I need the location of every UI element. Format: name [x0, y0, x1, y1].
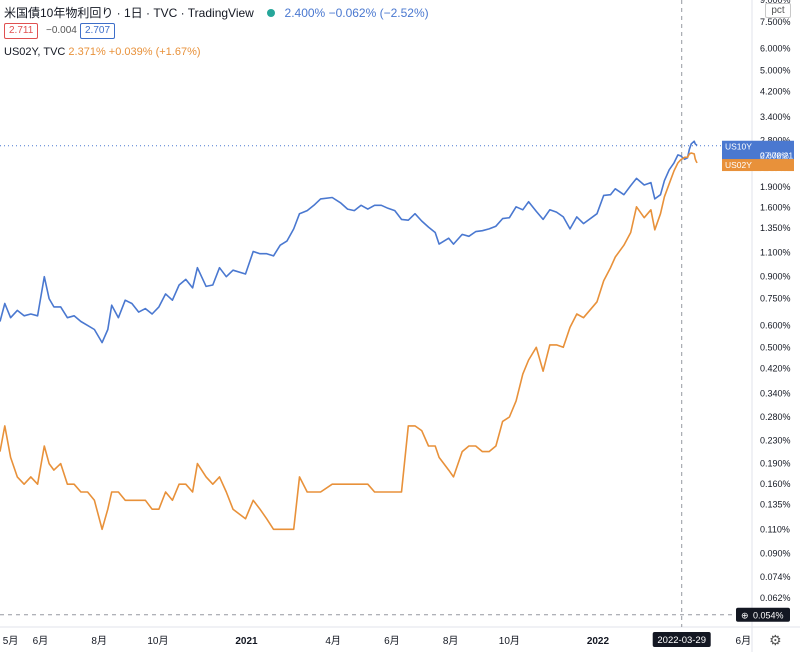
y-tick-label: 0.420% [760, 363, 791, 373]
x-tick-label: 8月 [443, 635, 459, 647]
y-tick-label: 0.110% [760, 524, 790, 534]
bid-box[interactable]: 2.711 [4, 23, 39, 39]
x-tick-label: 8月 [91, 635, 107, 647]
y-tick-label: 0.062% [760, 593, 791, 603]
ask-box[interactable]: 2.707 [80, 23, 116, 39]
y-tick-label: 4.200% [760, 87, 791, 97]
x-tick-label: 6月 [33, 635, 49, 647]
y-tick-label: 9.000% [760, 0, 791, 5]
series-line-us02y [0, 152, 698, 531]
x-tick-label: 6月 [736, 635, 752, 647]
x-tick-label: 6月 [384, 635, 400, 647]
y-tick-label: 0.280% [760, 412, 791, 422]
spread-value: −0.004 [46, 25, 77, 36]
crosshair-price-label: 0.054% [753, 610, 784, 620]
y-tick-label: 3.400% [760, 112, 791, 122]
crosshair-date-bg [652, 632, 711, 647]
x-tick-label: 5月 [3, 635, 19, 647]
y-tick-label: 0.900% [760, 272, 791, 282]
us02y-tag-bg [722, 159, 794, 172]
x-tick-label: 10月 [499, 635, 520, 647]
us10y-tag-text: US10Y [725, 142, 752, 152]
y-tick-label: 0.090% [760, 548, 791, 558]
us02y-tag-text: US02Y [725, 160, 752, 170]
x-tick-label: 4月 [325, 635, 341, 647]
y-tick-label: 0.074% [760, 572, 791, 582]
y-tick-label: 6.000% [760, 44, 791, 54]
y-tick-label: 1.100% [760, 248, 791, 258]
y-tick-label: 0.230% [760, 436, 791, 446]
y-tick-label: 0.500% [760, 342, 791, 352]
market-status-icon [267, 9, 276, 17]
y-tick-label: 1.350% [760, 223, 791, 233]
y-tick-label: 1.600% [760, 203, 791, 213]
y-tick-label: 7.500% [760, 17, 791, 27]
y-tick-label: 0.135% [760, 500, 791, 510]
x-tick-label: 2021 [235, 636, 258, 647]
plus-icon: ⊕ [741, 610, 749, 620]
y-tick-label: 0.600% [760, 320, 791, 330]
us02y-tag-text: 2.317% [760, 169, 789, 179]
scale-pct-button[interactable]: pct [765, 3, 791, 18]
y-tick-label: 0.160% [760, 479, 791, 489]
second-quote: 2.371% +0.039% (+1.67%) [68, 46, 201, 58]
us10y-tag-text: 2.676% [760, 151, 789, 161]
gear-icon[interactable]: ⚙ [769, 632, 782, 648]
x-tick-label: 2022 [587, 636, 610, 647]
x-tick-label: 10月 [147, 635, 168, 647]
y-tick-label: 1.900% [760, 182, 791, 192]
y-tick-label: 0.750% [760, 294, 791, 304]
crosshair-date-label: 2022-03-29 [657, 635, 706, 646]
y-tick-label: 2.800% [760, 135, 791, 145]
series-line-us10y [0, 140, 698, 344]
main-quote: 2.400% −0.062% (−2.52%) [284, 6, 429, 20]
second-series-legend[interactable]: US02Y, TVC 2.371% +0.039% (+1.67%) [4, 46, 201, 58]
y-tick-label: 0.190% [760, 459, 791, 469]
us10y-countdown: 07:02:21 [760, 151, 793, 161]
chart-header: 米国債10年物利回り · 1日 · TVC · TradingView 2.40… [4, 4, 429, 21]
second-symbol: US02Y, TVC [4, 46, 66, 58]
y-tick-label: 5.000% [760, 66, 791, 76]
crosshair-price-bg [736, 607, 790, 622]
y-tick-label: 0.340% [760, 389, 791, 399]
us10y-tag-bg [722, 140, 794, 161]
chart-title: 米国債10年物利回り · 1日 · TVC · TradingView [4, 6, 254, 20]
